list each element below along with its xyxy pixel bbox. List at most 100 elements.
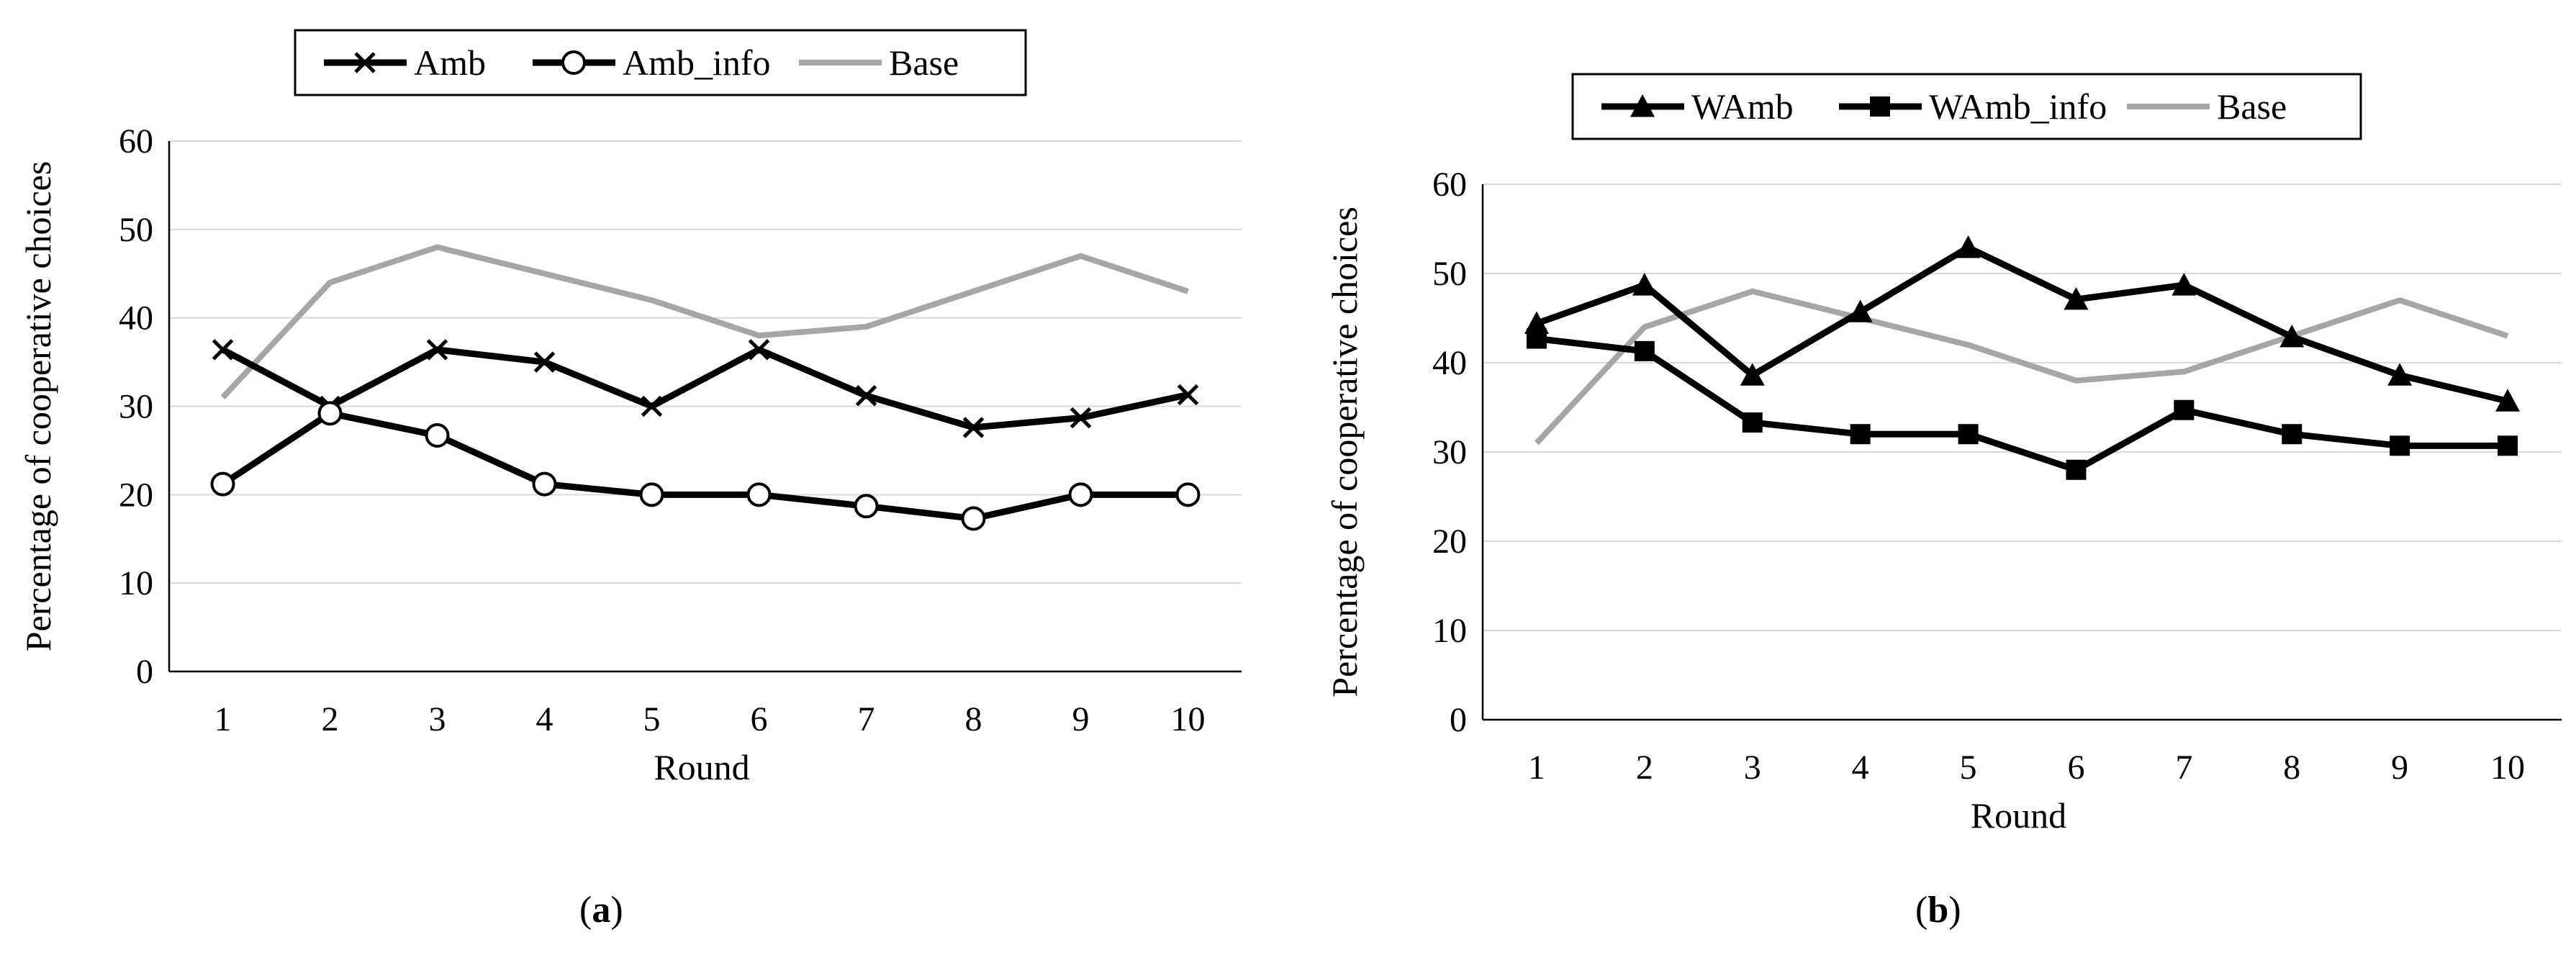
- data-point: [1956, 235, 1981, 258]
- x-tick-label: 10: [2490, 748, 2525, 787]
- data-point: [1175, 482, 1201, 507]
- series-line: [220, 244, 1189, 399]
- x-tick-label: 6: [2067, 748, 2084, 787]
- data-point: [212, 339, 234, 361]
- data-point: [532, 471, 557, 497]
- x-tick-label: 8: [2283, 748, 2300, 787]
- x-tick-label: 10: [1171, 700, 1206, 738]
- series-base: [1535, 288, 2509, 445]
- series-amb-info: [210, 401, 1201, 531]
- caption-b: (b): [1915, 890, 1961, 931]
- line-chart-a: 0 10 20 30 40 50 60 1 2 3 4 5 6 7 8 9 10 Round Percentage …: [18, 29, 1242, 787]
- legend-item: WAmb_info: [1839, 86, 2107, 127]
- data-point: [1634, 340, 1655, 361]
- y-tick-label: 30: [119, 388, 153, 426]
- x-tick-label: 4: [1852, 748, 1869, 787]
- data-point: [1632, 273, 1657, 296]
- x-axis-title: Round: [654, 747, 749, 787]
- data-point: [1958, 424, 1979, 445]
- legend-label: WAmb: [1691, 86, 1794, 127]
- series-base: [220, 244, 1189, 399]
- y-tick-label: 10: [119, 564, 153, 602]
- x-tick-label: 6: [751, 700, 768, 738]
- y-tick-label: 40: [119, 299, 153, 338]
- legend-item: Amb: [324, 42, 486, 83]
- data-point: [2171, 273, 2197, 296]
- x-tick-label: 9: [2391, 748, 2408, 787]
- x-tick-label: 3: [1744, 748, 1761, 787]
- chart-panel-a: 0 10 20 30 40 50 60 1 2 3 4 5 6 7 8 9 10 Round Percentage …: [0, 0, 1274, 968]
- data-point: [641, 395, 663, 417]
- legend-item: Base: [2127, 86, 2287, 127]
- legend-item: Base: [799, 42, 959, 83]
- series-line: [1535, 244, 2509, 404]
- data-point: [2498, 435, 2518, 456]
- y-tick-label: 60: [119, 122, 153, 160]
- data-point: [2174, 399, 2195, 420]
- data-point: [1848, 299, 1873, 322]
- data-point: [961, 506, 986, 531]
- legend-item: WAmb: [1601, 86, 1794, 127]
- x-tick-label: 7: [858, 700, 875, 738]
- y-tick-label: 0: [136, 653, 153, 691]
- data-point: [2064, 286, 2089, 310]
- legend-label: Amb: [414, 42, 486, 83]
- x-tick-label: 8: [965, 700, 982, 738]
- data-point: [1742, 412, 1763, 433]
- data-point: [425, 423, 450, 448]
- series-line: [221, 410, 1188, 522]
- line-chart-b: 0 10 20 30 40 50 60 1 2 3 4 5 6 7 8 9 10 Round Percentage …: [1324, 73, 2562, 836]
- y-tick-label: 20: [1432, 523, 1467, 561]
- x-axis-title: Round: [1971, 795, 2066, 836]
- legend-label: WAmb_info: [1929, 86, 2107, 127]
- y-axis-title: Percentage of cooperative choices: [1324, 207, 1365, 697]
- y-tick-label: 20: [119, 476, 153, 514]
- series-line: [1536, 335, 2508, 474]
- data-point: [1526, 328, 1547, 349]
- data-point: [210, 471, 235, 497]
- data-point: [1070, 407, 1092, 429]
- legend-box: [294, 29, 1027, 96]
- data-point: [2066, 459, 2087, 480]
- data-point: [854, 494, 879, 519]
- data-point: [2390, 435, 2410, 456]
- data-point: [2282, 424, 2302, 445]
- y-tick-label: 60: [1432, 166, 1467, 204]
- data-point: [1524, 311, 1549, 334]
- data-point: [426, 339, 448, 361]
- legend-marker: [1630, 94, 1655, 117]
- data-point: [748, 339, 770, 361]
- series-line: [221, 346, 1189, 431]
- data-point: [2495, 389, 2521, 412]
- legend: Amb Amb_info Base: [294, 29, 1027, 96]
- legend: WAmb WAmb_info Base: [1571, 73, 2362, 140]
- legend-marker: [1870, 96, 1890, 117]
- series-wamb-info: [1526, 328, 2518, 480]
- y-tick-label: 10: [1432, 612, 1467, 650]
- data-point: [1177, 384, 1199, 406]
- legend-marker: [354, 52, 376, 73]
- data-point: [2279, 325, 2305, 348]
- chart-panel-b: 0 10 20 30 40 50 60 1 2 3 4 5 6 7 8 9 10 Round Percentage …: [1310, 0, 2576, 968]
- x-tick-label: 2: [322, 700, 339, 738]
- data-point: [1068, 482, 1093, 507]
- legend-item: Amb_info: [533, 42, 771, 83]
- series-line: [1535, 288, 2509, 445]
- x-tick-label: 5: [643, 700, 661, 738]
- caption-a: (a): [579, 890, 623, 931]
- y-axis-title: Percentage of cooperative choices: [18, 161, 58, 652]
- y-tick-label: 50: [1432, 255, 1467, 293]
- y-tick-label: 40: [1432, 344, 1467, 382]
- series-wamb: [1524, 235, 2521, 412]
- data-point: [317, 401, 343, 426]
- data-point: [2387, 363, 2413, 386]
- data-point: [533, 351, 556, 373]
- data-point: [746, 482, 772, 507]
- legend-marker: [561, 50, 586, 75]
- y-tick-label: 30: [1432, 433, 1467, 471]
- legend-label: Base: [889, 42, 959, 83]
- data-point: [1740, 363, 1765, 386]
- x-tick-label: 1: [1528, 748, 1545, 787]
- x-tick-label: 4: [536, 700, 553, 738]
- data-point: [1850, 424, 1871, 445]
